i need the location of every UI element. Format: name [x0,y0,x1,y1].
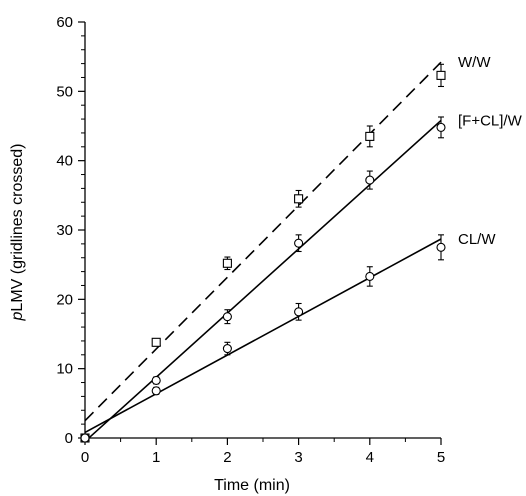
x-tick-label: 2 [223,449,231,466]
x-tick-label: 1 [152,449,160,466]
x-axis-title: Time (min) [214,477,290,494]
ticks [78,21,442,445]
fit-line [84,238,442,434]
circle-marker [222,312,232,322]
circle-marker [80,433,90,443]
series-labels: W/W [F+CL]/W CL/W [458,54,523,248]
error-bars [153,63,444,395]
square-marker [294,194,304,204]
y-tick-label: 60 [56,14,73,31]
circle-marker [151,386,161,396]
circle-marker [222,344,232,354]
fit-line [84,61,442,422]
square-marker [365,131,375,141]
circle-marker [436,122,446,132]
y-tick-label: 0 [65,430,73,447]
x-tick-label: 5 [437,449,445,466]
y-tick-label: 20 [56,291,73,308]
x-tick-label: 3 [294,449,302,466]
y-tick-label: 30 [56,222,73,239]
square-marker [151,337,161,347]
y-axis-title: pLMV (gridlines crossed) [9,144,26,322]
circle-marker [365,175,375,185]
square-marker [222,258,232,268]
square-marker [436,70,446,80]
y-tick-label: 40 [56,153,73,170]
x-tick-label: 4 [366,449,374,466]
circle-marker [151,375,161,386]
y-axis-title-prefix: p [9,311,26,321]
circle-marker [294,307,304,317]
x-tick-label: 0 [81,449,89,466]
y-tick-label: 50 [56,83,73,100]
series-label: CL/W [458,231,496,248]
circle-marker [365,271,375,282]
y-tick-label: 10 [56,361,73,378]
fit-line [84,119,442,443]
fit-lines [84,61,442,443]
series-label: [F+CL]/W [458,112,523,129]
circle-marker [436,242,446,252]
y-axis-title-rest: LMV (gridlines crossed) [9,144,26,312]
markers [80,70,446,443]
series-label: W/W [458,54,491,71]
circle-marker [294,238,304,248]
axes [84,22,441,439]
